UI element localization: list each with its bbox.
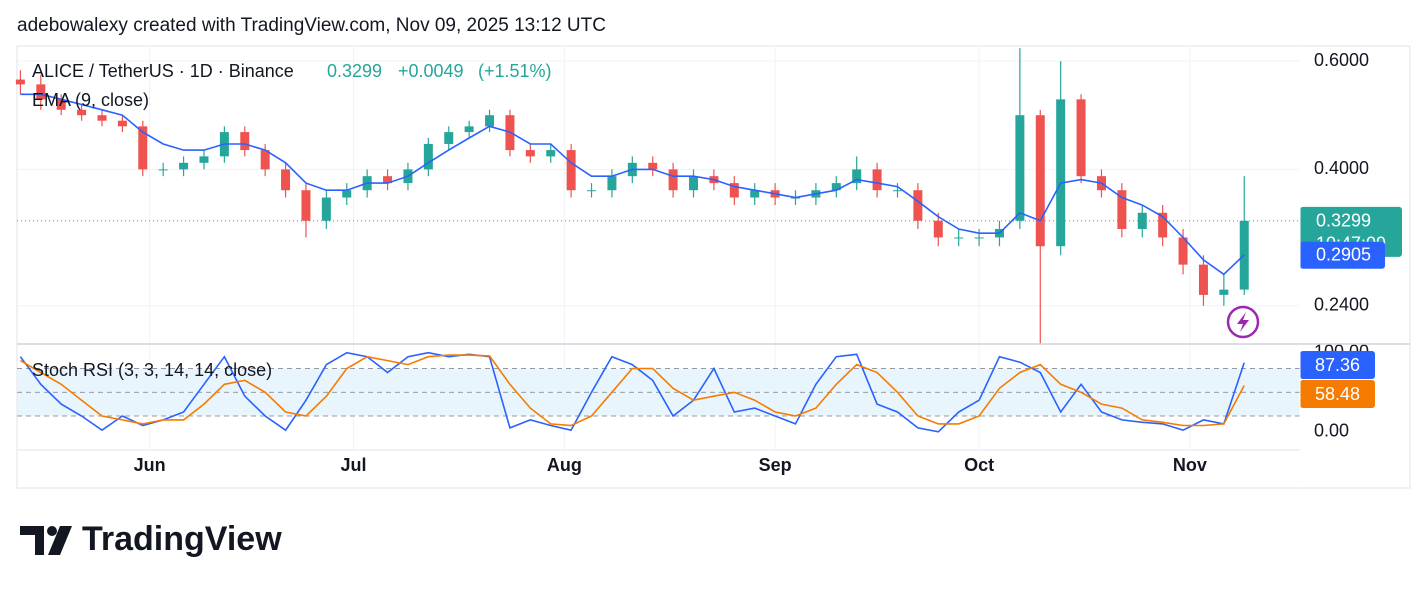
candle-body [97, 115, 107, 121]
candle-body [1158, 212, 1168, 238]
x-tick-label: Jun [134, 455, 166, 475]
candle-body [668, 169, 678, 191]
candle-body [1219, 289, 1229, 295]
candle-body [301, 190, 311, 221]
candle-body [56, 99, 66, 110]
x-tick-label: Jul [341, 455, 367, 475]
candle-body [77, 109, 87, 116]
plot-layer: Jun Jul Aug Sep Oct Nov 0.6000 0.4000 0.2400 ALIC… [15, 46, 1402, 488]
x-tick-label: Aug [547, 455, 582, 475]
candle-body [954, 237, 964, 239]
candle-body [423, 143, 433, 170]
candle-body [648, 162, 658, 170]
candle-body [444, 132, 454, 144]
ema-label: 0.2905 [1316, 245, 1371, 265]
brand-name: TradingView [82, 520, 282, 558]
candle-body [525, 150, 535, 157]
stoch-tag [1300, 351, 1375, 379]
x-tick-label: Oct [964, 455, 994, 475]
symbol-title: ALICE / TetherUS · 1D · Binance [32, 61, 294, 81]
candle-body [1198, 264, 1208, 295]
candle-body [689, 176, 699, 191]
candle-body [138, 126, 148, 170]
candle-body [281, 169, 291, 191]
stoch-tag [1300, 380, 1375, 408]
candle-body [546, 150, 556, 157]
candle-body [831, 183, 841, 191]
candle-body [1015, 115, 1025, 221]
candle-body [607, 176, 617, 191]
y-tick-label: 0.4000 [1314, 158, 1369, 178]
attribution: adebowalexy created with TradingView.com… [17, 15, 606, 36]
stoch-line [19, 351, 1245, 433]
logo-v [48, 526, 72, 555]
header-change: +0.0049 [398, 61, 464, 81]
candle-body [587, 190, 597, 192]
x-tick-label: Sep [759, 455, 792, 475]
ema-tag [1300, 241, 1385, 269]
candle-body [974, 237, 984, 239]
legend-entry: EMA (9, close) [32, 90, 149, 110]
candle-body [566, 150, 576, 191]
candle-body [1137, 212, 1147, 229]
candle-body [240, 132, 250, 151]
y-tick-label: 0.2400 [1314, 295, 1369, 315]
candle-body [464, 126, 474, 133]
header-price: 0.3299 [327, 61, 382, 81]
alert-bolt [1237, 312, 1249, 332]
alert-icon[interactable] [1226, 305, 1260, 339]
candle-body [15, 79, 25, 85]
candle-body [199, 156, 209, 163]
candle-body [1117, 190, 1127, 229]
ema-line [20, 93, 1245, 276]
candle-body [36, 84, 46, 100]
stoch-value-label: 87.36 [1315, 355, 1360, 375]
candle-body [321, 197, 331, 221]
logo-t [20, 526, 44, 555]
candle-body [179, 162, 189, 170]
logo-dot [47, 526, 57, 536]
candle-body [913, 190, 923, 221]
x-tick-label: Nov [1173, 455, 1207, 475]
candle-body [750, 190, 760, 198]
candle-body [1056, 99, 1066, 247]
candle-body [872, 169, 882, 191]
candle-body [260, 150, 270, 170]
brand-logo [20, 526, 72, 555]
stoch-tick-label: 0.00 [1314, 421, 1349, 441]
candle-body [158, 169, 168, 171]
candle-body [892, 190, 902, 192]
candle-body [383, 176, 393, 184]
candle-body [729, 183, 739, 198]
stoch-title: Stoch RSI (3, 3, 14, 14, close) [32, 360, 272, 380]
candle-body [485, 115, 495, 127]
header-change-pct: (+1.51%) [478, 61, 552, 81]
candle-body [1035, 115, 1045, 247]
y-tick-label: 0.6000 [1314, 50, 1369, 70]
candle-body [933, 220, 943, 238]
candle-body [852, 169, 862, 184]
candle-body [1076, 99, 1086, 177]
stoch-line [19, 354, 1245, 427]
candle-body [342, 190, 352, 198]
stoch-value-label: 58.48 [1315, 384, 1360, 404]
last-price-label: 0.3299 [1316, 211, 1371, 231]
candle-body [1178, 237, 1188, 265]
candle-body [117, 120, 127, 127]
